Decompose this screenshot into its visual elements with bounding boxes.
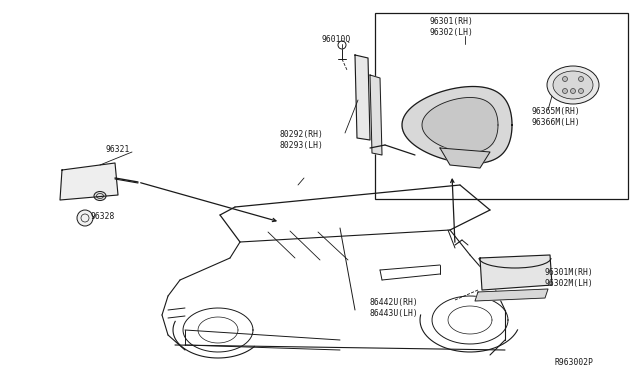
Polygon shape [480,255,552,290]
Circle shape [579,77,584,81]
Text: 86442U(RH): 86442U(RH) [370,298,419,307]
Polygon shape [370,75,382,155]
Bar [375,13,628,199]
Polygon shape [402,87,512,164]
Text: 96366M(LH): 96366M(LH) [532,118,580,127]
Circle shape [570,89,575,93]
Ellipse shape [547,66,599,104]
Text: R963002P: R963002P [555,358,594,367]
Text: 96301M(RH): 96301M(RH) [545,268,594,277]
Polygon shape [475,289,548,301]
Text: 86443U(LH): 86443U(LH) [370,309,419,318]
Polygon shape [60,163,118,200]
Circle shape [563,77,568,81]
Text: 96302(LH): 96302(LH) [430,28,474,37]
Text: 96301(RH): 96301(RH) [430,17,474,26]
Text: 96010Q: 96010Q [322,35,351,44]
Text: 96365M(RH): 96365M(RH) [532,107,580,116]
Text: 80293(LH): 80293(LH) [280,141,324,150]
Polygon shape [355,55,370,140]
Polygon shape [422,97,498,153]
Circle shape [579,89,584,93]
Ellipse shape [94,192,106,201]
Circle shape [563,89,568,93]
Circle shape [77,210,93,226]
Text: 96328: 96328 [90,212,115,221]
Text: 96302M(LH): 96302M(LH) [545,279,594,288]
Ellipse shape [553,71,593,99]
Text: 96321: 96321 [105,145,129,154]
Text: 80292(RH): 80292(RH) [280,130,324,139]
Polygon shape [440,148,490,168]
